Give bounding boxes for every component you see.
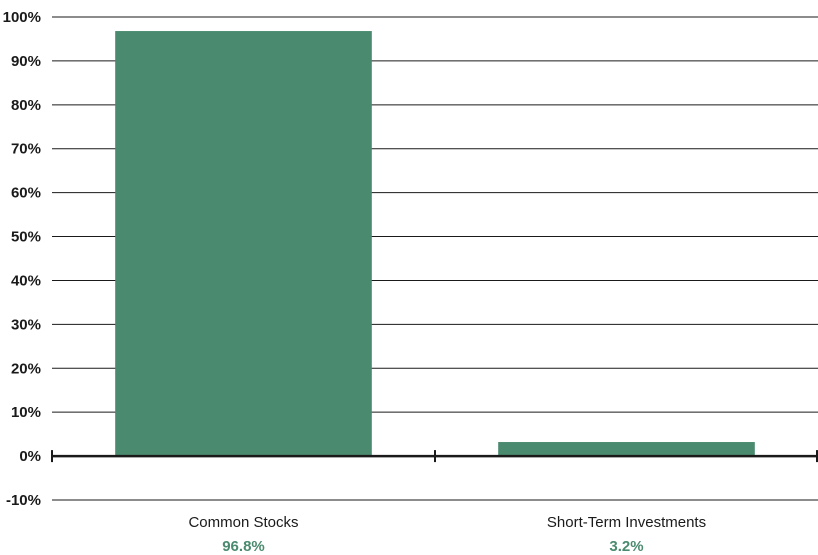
- y-tick-label: 50%: [11, 229, 41, 246]
- y-tick-label: 0%: [19, 448, 41, 465]
- category-labels: Common Stocks Short-Term Investments: [188, 514, 706, 531]
- bar-short-term-investments: [498, 442, 755, 457]
- x-axis: [51, 450, 818, 463]
- y-tick-label: 70%: [11, 141, 41, 158]
- category-label: Common Stocks: [188, 514, 298, 531]
- bars: [115, 31, 755, 457]
- y-tick-label: 60%: [11, 185, 41, 202]
- y-tick-label: 80%: [11, 97, 41, 114]
- y-tick-label: 30%: [11, 316, 41, 333]
- value-labels: 96.8% 3.2%: [222, 538, 643, 555]
- y-tick-label: 40%: [11, 272, 41, 289]
- category-label: Short-Term Investments: [547, 514, 706, 531]
- value-label: 3.2%: [609, 538, 643, 555]
- y-tick-label: -10%: [6, 492, 41, 509]
- bar-common-stocks: [115, 31, 372, 457]
- y-tick-label: 10%: [11, 404, 41, 421]
- value-label: 96.8%: [222, 538, 265, 555]
- y-tick-labels: -10% 0% 10% 20% 30% 40% 50% 60% 70% 80% 90% 100%: [3, 9, 41, 509]
- y-tick-label: 20%: [11, 360, 41, 377]
- y-tick-label: 90%: [11, 53, 41, 70]
- y-tick-label: 100%: [3, 9, 41, 26]
